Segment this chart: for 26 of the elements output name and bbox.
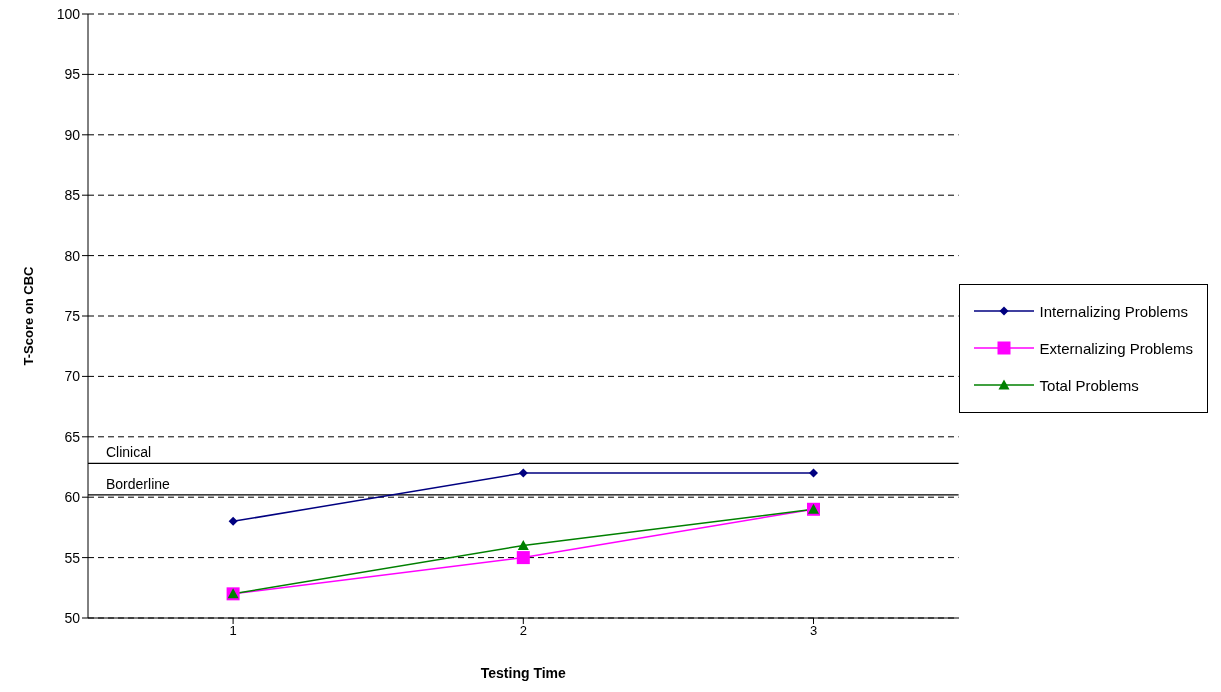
y-tick-label: 85 <box>64 187 81 204</box>
x-tick-label: 1 <box>229 623 237 639</box>
legend-label: Externalizing Problems <box>1039 339 1193 357</box>
x-tick-label: 3 <box>809 623 818 639</box>
point <box>808 468 818 478</box>
y-tick-label: 90 <box>64 126 81 143</box>
y-tick-label: 100 <box>56 5 81 22</box>
y-tick-label: 50 <box>64 609 81 626</box>
point <box>516 551 530 565</box>
y-tick-label: 70 <box>64 368 81 385</box>
y-tick-label: 80 <box>64 247 81 264</box>
point <box>518 468 528 478</box>
y-tick-label: 60 <box>64 489 81 506</box>
y-tick-label: 55 <box>64 549 81 566</box>
point <box>228 516 238 526</box>
legend-label: Internalizing Problems <box>1039 302 1188 320</box>
x-tick-label: 2 <box>519 623 527 639</box>
ref-line-label: Clinical <box>106 444 152 461</box>
y-tick-label: 95 <box>64 66 81 83</box>
y-axis-title: T-Score on CBC <box>20 265 36 366</box>
legend-label: Total Problems <box>1039 376 1139 394</box>
point <box>517 540 529 551</box>
ref-line-label: Borderline <box>106 475 171 492</box>
x-axis-title: Testing Time <box>480 664 567 681</box>
y-tick-label: 75 <box>64 307 81 324</box>
y-tick-label: 65 <box>64 428 81 445</box>
